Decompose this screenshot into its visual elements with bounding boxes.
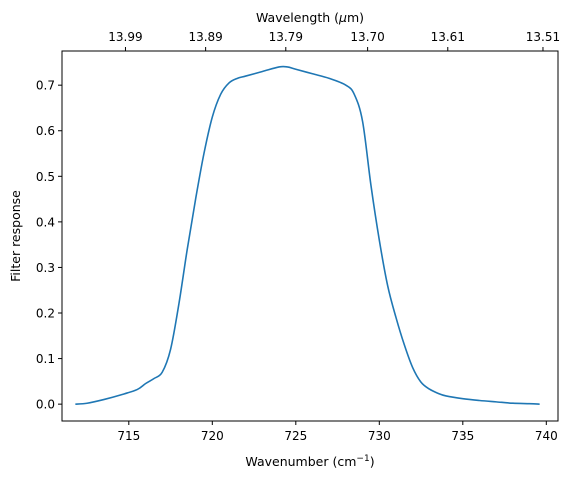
top-x-tick-label: 13.79 xyxy=(269,30,303,44)
y-tick-label: 0.2 xyxy=(36,307,55,321)
top-x-tick-label: 13.51 xyxy=(526,30,560,44)
x-tick-label: 735 xyxy=(451,429,474,443)
top-x-tick-label: 13.61 xyxy=(431,30,465,44)
y-tick-label: 0.7 xyxy=(36,79,55,93)
top-x-axis-title: Wavelength (μm) xyxy=(256,10,364,25)
filter-response-line xyxy=(75,65,540,405)
y-tick-label: 0.5 xyxy=(36,170,55,184)
y-tick-label: 0.1 xyxy=(36,352,55,366)
y-tick-label: 0.3 xyxy=(36,261,55,275)
x-tick-label: 725 xyxy=(284,429,307,443)
y-ticks: 0.0 0.1 0.2 0.3 0.4 0.5 0.6 0.7 xyxy=(36,79,62,412)
y-tick-label: 0.0 xyxy=(36,398,55,412)
top-x-tick-label: 13.89 xyxy=(188,30,222,44)
x-axis-title: Wavenumber (cm−1) xyxy=(245,454,374,469)
x-tick-label: 730 xyxy=(368,429,391,443)
x-tick-label: 715 xyxy=(117,429,140,443)
x-tick-label: 740 xyxy=(535,429,558,443)
top-x-tick-label: 13.70 xyxy=(350,30,384,44)
top-x-tick-label: 13.99 xyxy=(108,30,142,44)
y-tick-label: 0.6 xyxy=(36,124,55,138)
top-x-ticks: 13.99 13.89 13.79 13.70 13.61 13.51 xyxy=(108,30,560,51)
y-tick-label: 0.4 xyxy=(36,215,55,229)
y-axis-title: Filter response xyxy=(8,190,23,282)
bottom-x-ticks: 715 720 725 730 735 740 xyxy=(117,421,558,443)
x-tick-label: 720 xyxy=(201,429,224,443)
plot-frame xyxy=(61,50,559,422)
